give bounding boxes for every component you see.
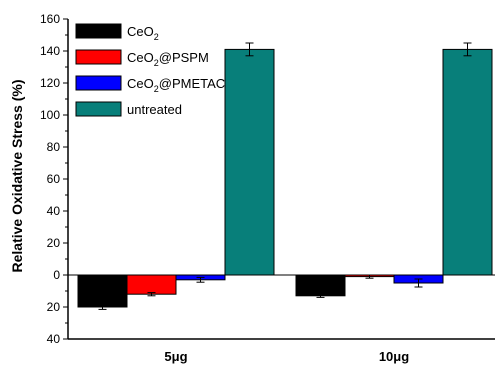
y-tick-label: 140: [40, 44, 60, 58]
bar: [126, 274, 177, 295]
x-category-label: 5μg: [164, 349, 187, 364]
legend: CeO2 CeO2@PSPM CeO2@PMETAC untreated: [75, 23, 225, 117]
bar: [295, 274, 346, 297]
y-tick-label: 160: [40, 12, 60, 26]
x-axis-category-labels: 5μg 10μg: [164, 349, 409, 364]
y-tick-label: 40: [47, 332, 61, 346]
bar: [224, 48, 275, 276]
bars: [77, 42, 493, 310]
y-axis-ticks: 160 140 120 100 80 60 40 20 0 20 40: [40, 12, 68, 346]
bar: [77, 274, 128, 308]
y-tick-label: 80: [47, 140, 61, 154]
y-tick-label: 20: [47, 236, 61, 250]
legend-label: CeO2@PMETAC: [127, 76, 225, 94]
legend-label: CeO2@PSPM: [127, 50, 209, 68]
legend-swatch: [75, 49, 122, 65]
y-tick-label: 40: [47, 204, 61, 218]
y-tick-label: 0: [53, 268, 60, 282]
y-tick-label: 120: [40, 76, 60, 90]
y-axis-title: Relative Oxidative Stress (%): [9, 80, 25, 273]
y-tick-label: 60: [47, 172, 61, 186]
axes: [67, 19, 495, 340]
legend-swatch: [75, 101, 122, 117]
legend-swatch: [75, 75, 122, 91]
legend-label: CeO2: [127, 24, 159, 42]
legend-label: untreated: [127, 102, 182, 117]
x-category-label: 10μg: [379, 349, 409, 364]
bar: [442, 48, 493, 276]
legend-swatch: [75, 23, 122, 39]
y-tick-label: 100: [40, 108, 60, 122]
y-tick-label: 20: [47, 300, 61, 314]
